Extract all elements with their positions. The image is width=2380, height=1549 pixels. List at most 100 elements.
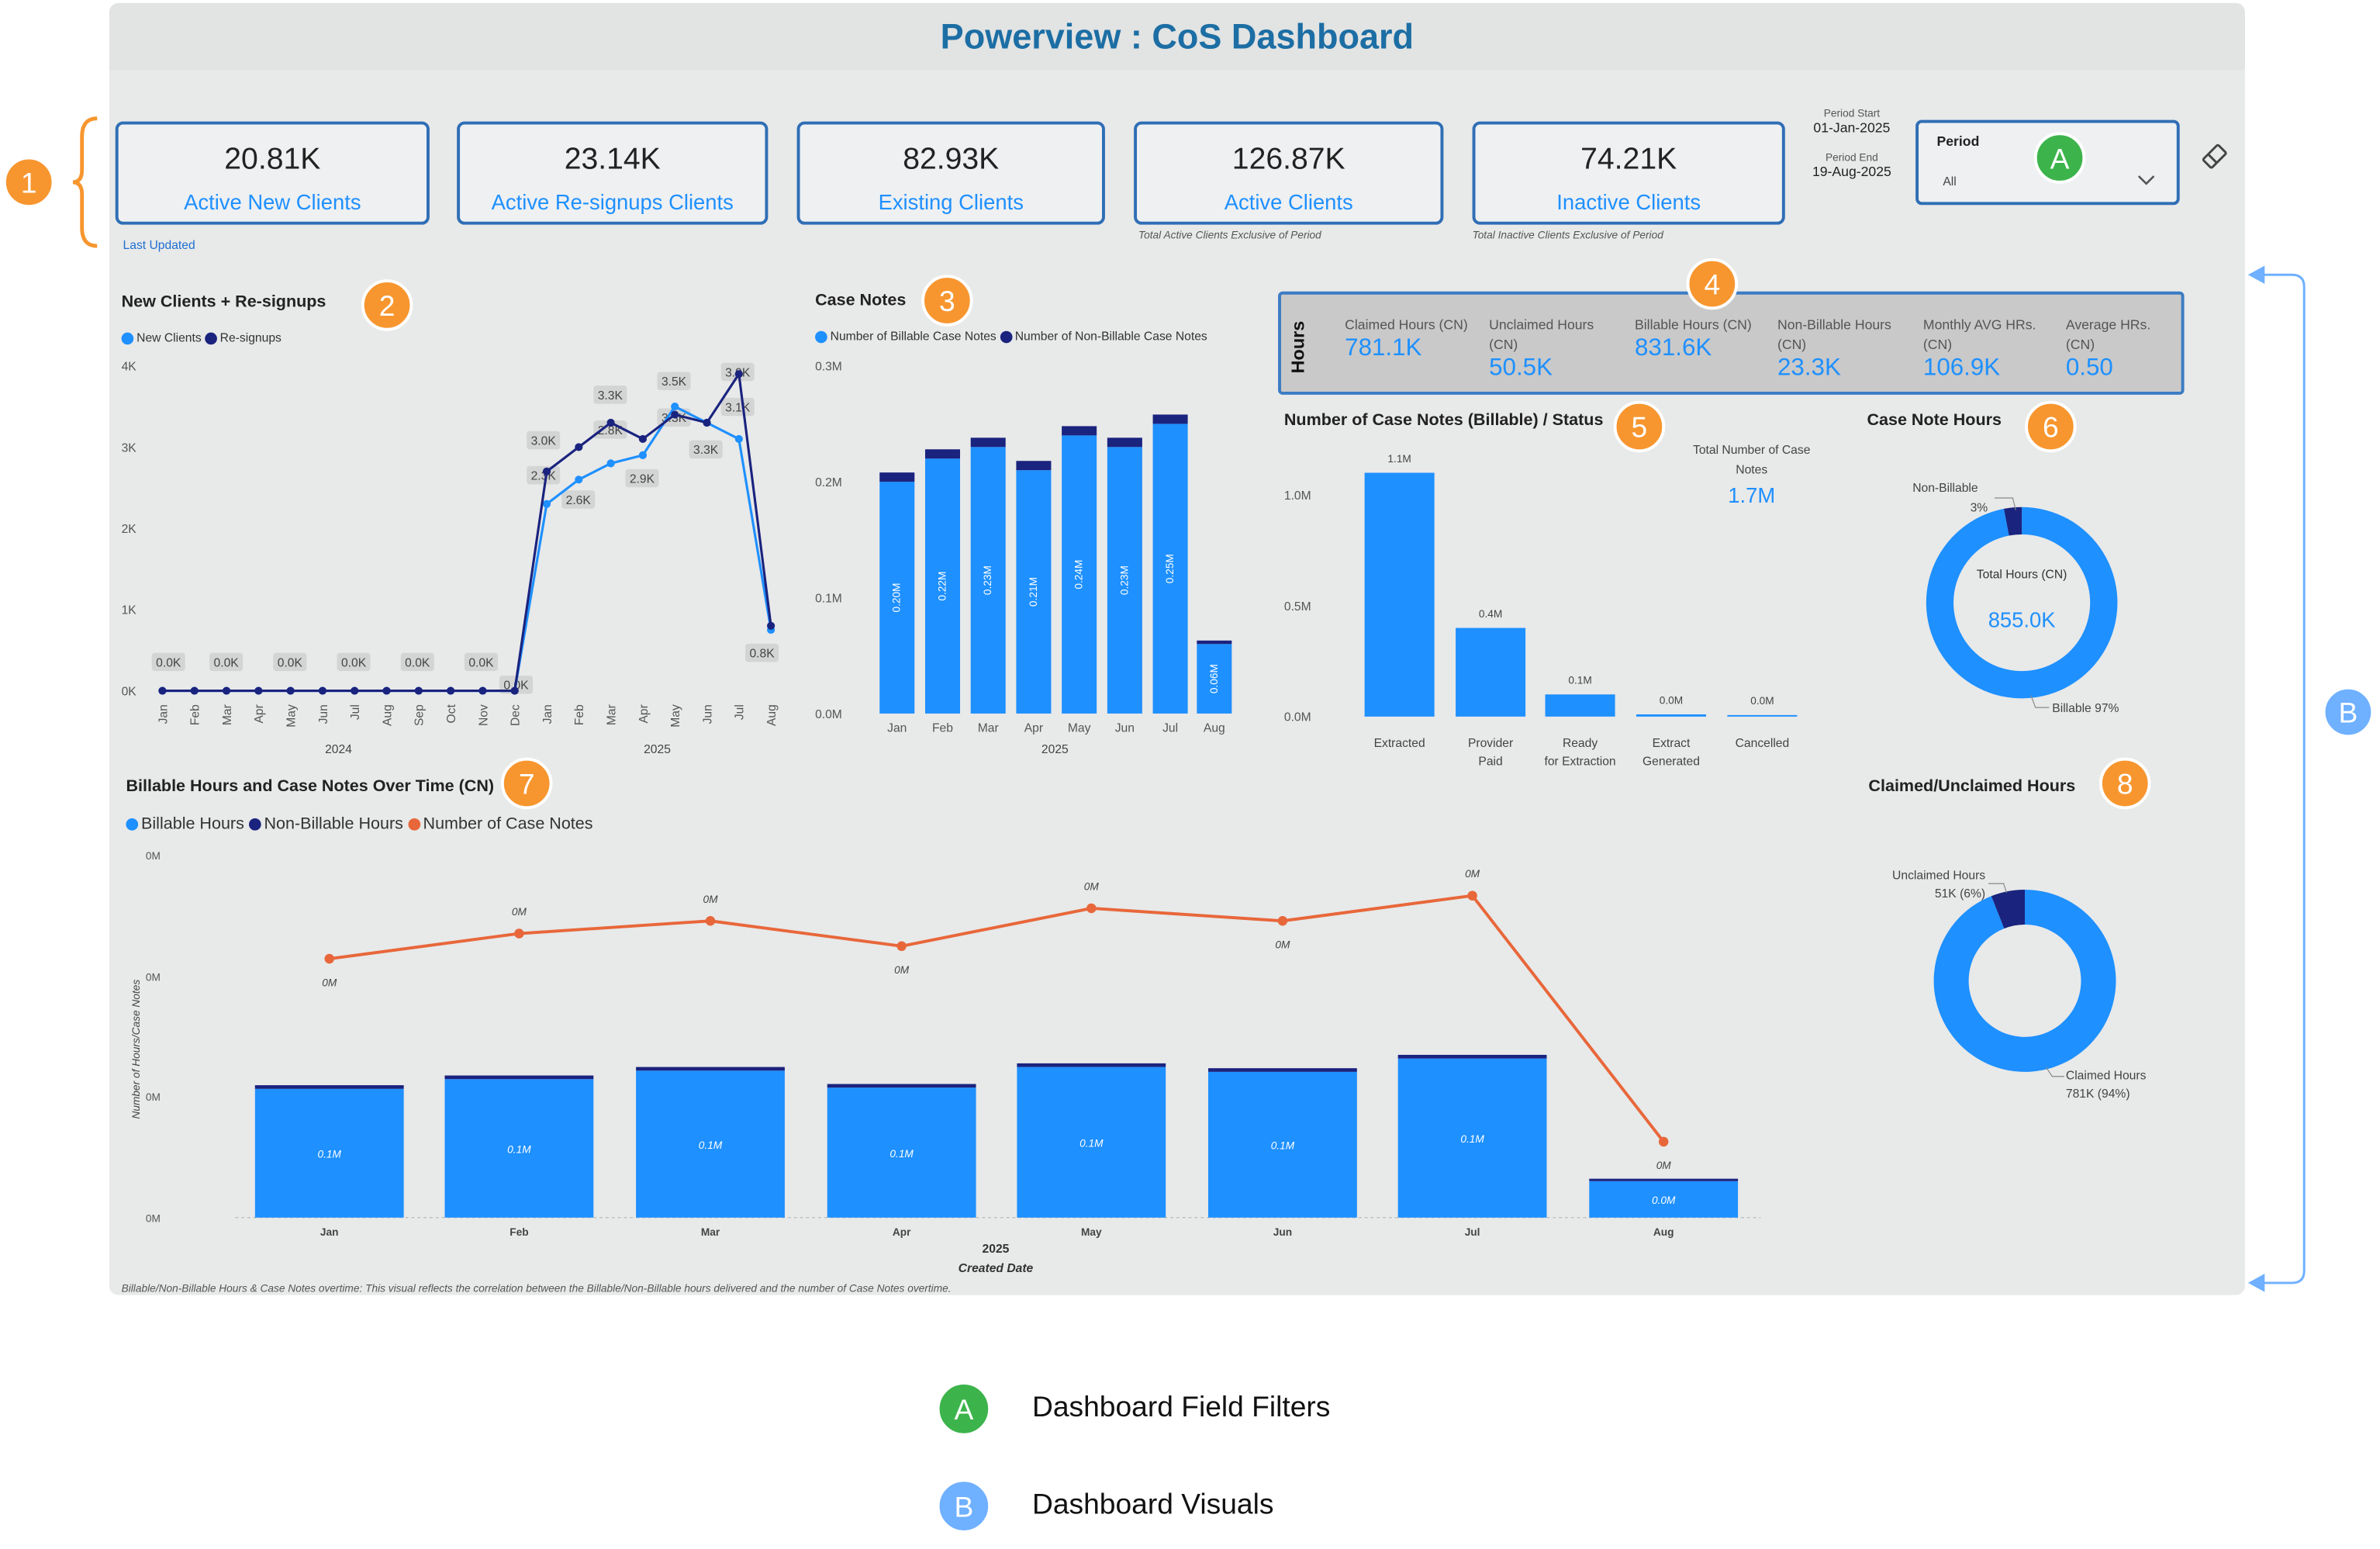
hours-value: 23.3K <box>1777 355 1841 382</box>
over-time-ylabel: Number of Hours/Case Notes <box>132 979 143 1119</box>
claimed-title: Claimed/Unclaimed Hours <box>1868 777 2076 796</box>
legend-billable: Number of Billable Case Notes <box>830 329 997 344</box>
legend-a-badge: A <box>936 1381 992 1437</box>
total-hours-value: 855.0K <box>1988 607 2056 632</box>
period-dropdown-value[interactable]: All <box>1943 175 1957 188</box>
hours-label: Billable Hours (CN) <box>1635 317 1752 333</box>
hours-label: Average HRs. (CN) <box>2065 317 2151 353</box>
hours-value: 781.1K <box>1345 335 1422 361</box>
non-billable-slice-pct: 3% <box>1970 500 1988 515</box>
marker-a: A <box>2033 132 2086 184</box>
marker-6: 6 <box>2025 400 2077 453</box>
marker-4: 4 <box>1686 258 1739 310</box>
over-time-year: 2025 <box>982 1242 1010 1256</box>
hours-side-label: Hours <box>1287 320 1309 374</box>
legend-dot <box>121 332 134 345</box>
marker-8: 8 <box>2098 757 2151 810</box>
hours-unclaimed: Unclaimed Hours (CN) 50.5K <box>1489 316 1625 382</box>
period-end-label: Period End <box>1825 153 1878 164</box>
claimed-detail: 781K (94%) <box>2065 1087 2130 1101</box>
hours-card: Hours Claimed Hours (CN) 781.1K Unclaimed… <box>1278 291 2185 395</box>
kpi-value: 126.87K <box>1231 142 1345 177</box>
case-notes-title: Case Notes <box>815 291 907 310</box>
kpi-value: 82.93K <box>903 142 1000 177</box>
hours-label: Claimed Hours (CN) <box>1345 317 1468 333</box>
kpi-label: Existing Clients <box>878 189 1024 214</box>
period-end: 19-Aug-2025 <box>1812 164 1891 179</box>
hours-average: Average HRs. (CN) 0.50 <box>2066 316 2180 382</box>
legend-re-signups: Re-signups <box>219 330 282 345</box>
legend-billable-hours: Billable Hours <box>141 815 244 834</box>
over-time-xlabel: Created Date <box>958 1261 1034 1276</box>
kpi-label: Inactive Clients <box>1556 189 1701 214</box>
new-clients-legend: New Clients Re-signups <box>121 330 282 345</box>
marker-1: 1 <box>2 156 55 209</box>
visuals-bracket-icon <box>2247 265 2306 1292</box>
hours-monthly-avg: Monthly AVG HRs. (CN) 106.9K <box>1923 316 2060 382</box>
legend-dot <box>1000 330 1012 344</box>
kpi-existing-clients: 82.93K Existing Clients <box>796 121 1105 225</box>
hours-value: 831.6K <box>1635 335 1712 361</box>
active-note: Total Active Clients Exclusive of Period <box>1138 230 1321 242</box>
hours-value: 0.50 <box>2065 355 2113 382</box>
hours-value: 106.9K <box>1922 355 2001 382</box>
chevron-down-icon[interactable] <box>2137 175 2155 187</box>
legend-b-text: Dashboard Visuals <box>1031 1489 1274 1522</box>
total-case-notes-value: 1.7M <box>1728 482 1776 507</box>
unclaimed-label: Unclaimed Hours <box>1892 868 1986 883</box>
hours-claimed: Claimed Hours (CN) 781.1K <box>1345 316 1481 363</box>
last-updated: Last Updated <box>123 238 195 252</box>
hours-side-label-wrap: Hours <box>1287 309 1311 379</box>
kpi-value: 20.81K <box>224 142 321 177</box>
legend-case-notes: Number of Case Notes <box>423 815 593 834</box>
kpi-label: Active Clients <box>1224 189 1353 214</box>
marker-3: 3 <box>921 275 973 327</box>
hours-billable: Billable Hours (CN) 831.6K <box>1635 316 1771 363</box>
legend-b-badge: B <box>936 1478 992 1533</box>
legend-dot <box>407 818 420 831</box>
eraser-icon[interactable] <box>2199 141 2230 171</box>
hours-label: Non-Billable Hours (CN) <box>1777 317 1891 353</box>
period-start-label: Period Start <box>1823 109 1881 120</box>
case-note-hours-title: Case Note Hours <box>1867 411 2002 430</box>
legend-dot <box>205 332 217 345</box>
hours-label: Monthly AVG HRs. (CN) <box>1922 317 2036 353</box>
page-title: Powerview : CoS Dashboard <box>109 2 2245 71</box>
marker-5: 5 <box>1613 400 1666 453</box>
status-title: Number of Case Notes (Billable) / Status <box>1283 411 1604 430</box>
hours-value: 50.5K <box>1489 355 1553 382</box>
legend-dot <box>248 818 261 831</box>
claimed-slice-label: Claimed Hours 781K (94%) <box>2066 1067 2147 1104</box>
non-billable-slice-label: Non-Billable <box>1912 481 1978 496</box>
over-time-legend: Billable Hours Non-Billable Hours Number… <box>126 815 593 834</box>
marker-7: 7 <box>500 757 553 810</box>
over-time-footnote: Billable/Non-Billable Hours & Case Notes… <box>121 1284 952 1295</box>
kpi-value: 74.21K <box>1580 142 1677 177</box>
kpi-label: Active Re-signups Clients <box>491 189 734 214</box>
kpi-label: Active New Clients <box>184 189 361 214</box>
kpi-active-clients: 126.87K Active Clients <box>1134 121 1444 225</box>
period-slicer-label: Period <box>1936 133 1980 149</box>
legend-non-billable-hours: Non-Billable Hours <box>264 815 403 834</box>
case-notes-legend: Number of Billable Case Notes Number of … <box>815 329 1207 344</box>
legend-new-clients: New Clients <box>136 330 202 345</box>
legend-non-billable: Number of Non-Billable Case Notes <box>1014 329 1207 344</box>
claimed-label: Claimed Hours <box>2065 1068 2147 1083</box>
legend-dot <box>815 330 827 344</box>
marker-b: B <box>2322 686 2375 738</box>
billable-slice-label: Billable 97% <box>2052 701 2119 715</box>
new-clients-title: New Clients + Re-signups <box>121 292 326 312</box>
legend-a-text: Dashboard Field Filters <box>1031 1392 1331 1424</box>
hours-non-billable: Non-Billable Hours (CN) 23.3K <box>1777 316 1914 382</box>
kpi-active-new-clients: 20.81K Active New Clients <box>115 121 430 225</box>
brace-icon <box>72 116 98 248</box>
unclaimed-detail: 51K (6%) <box>1934 887 1986 901</box>
hours-label: Unclaimed Hours (CN) <box>1489 317 1594 353</box>
over-time-title: Billable Hours and Case Notes Over Time … <box>126 777 495 796</box>
marker-2: 2 <box>361 279 413 331</box>
total-case-notes-label: Total Number of Case Notes <box>1693 443 1811 477</box>
period-info: Period Start 01-Jan-2025 Period End 19-A… <box>1800 109 1903 179</box>
kpi-value: 23.14K <box>564 142 661 177</box>
period-start: 01-Jan-2025 <box>1813 119 1891 136</box>
kpi-inactive-clients: 74.21K Inactive Clients <box>1472 121 1785 225</box>
